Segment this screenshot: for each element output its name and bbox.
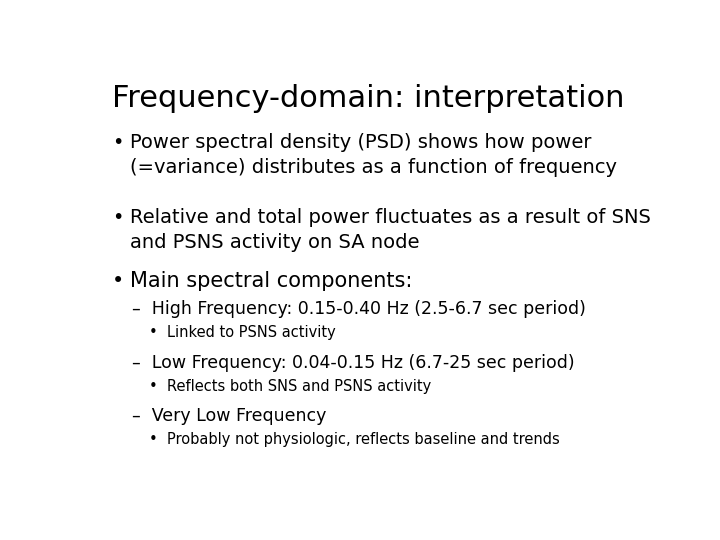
Text: –  Very Low Frequency: – Very Low Frequency <box>132 407 326 424</box>
Text: •: • <box>112 133 124 152</box>
Text: Power spectral density (PSD) shows how power
(=variance) distributes as a functi: Power spectral density (PSD) shows how p… <box>130 133 617 177</box>
Text: –  Low Frequency: 0.04-0.15 Hz (6.7-25 sec period): – Low Frequency: 0.04-0.15 Hz (6.7-25 se… <box>132 354 575 372</box>
Text: Main spectral components:: Main spectral components: <box>130 271 413 291</box>
Text: •: • <box>112 271 125 291</box>
Text: •  Linked to PSNS activity: • Linked to PSNS activity <box>148 325 336 340</box>
Text: Frequency-domain: interpretation: Frequency-domain: interpretation <box>112 84 625 112</box>
Text: •  Reflects both SNS and PSNS activity: • Reflects both SNS and PSNS activity <box>148 379 431 394</box>
Text: •  Probably not physiologic, reflects baseline and trends: • Probably not physiologic, reflects bas… <box>148 431 559 447</box>
Text: •: • <box>112 208 124 227</box>
Text: –  High Frequency: 0.15-0.40 Hz (2.5-6.7 sec period): – High Frequency: 0.15-0.40 Hz (2.5-6.7 … <box>132 300 586 318</box>
Text: Relative and total power fluctuates as a result of SNS
and PSNS activity on SA n: Relative and total power fluctuates as a… <box>130 208 651 252</box>
